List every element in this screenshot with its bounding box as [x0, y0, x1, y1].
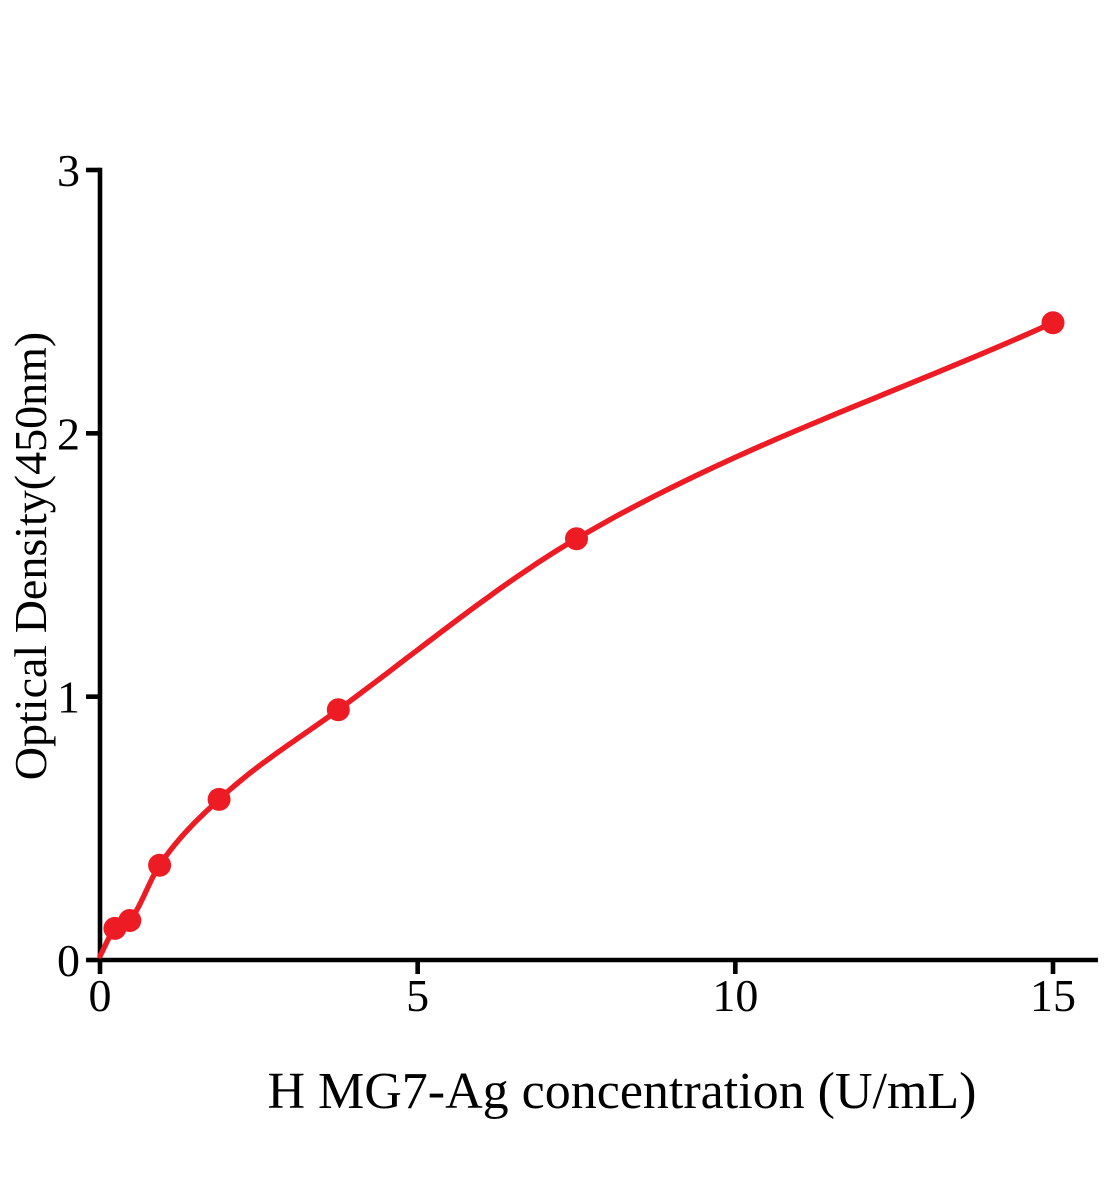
axes [97, 167, 1098, 963]
y-tick-label: 0 [57, 935, 80, 986]
data-point [207, 787, 231, 811]
x-tick-label: 5 [406, 970, 429, 1021]
y-tick-label: 2 [57, 408, 80, 459]
axis-tick-labels: 0 1 2 3 0 5 10 15 [57, 145, 1076, 1021]
y-tick-label: 1 [57, 672, 80, 723]
fit-curve [97, 320, 1056, 959]
x-tick-label: 15 [1030, 970, 1076, 1021]
data-point [565, 527, 588, 551]
y-tick-label: 3 [57, 145, 80, 196]
data-point [326, 698, 350, 722]
data-point [148, 853, 172, 877]
data-point [1041, 311, 1065, 335]
data-points [103, 311, 1065, 940]
x-tick-label: 0 [89, 970, 112, 1021]
y-axis-title: Optical Density(450nm) [5, 332, 56, 780]
axis-ticks [86, 167, 1056, 974]
data-point [118, 909, 142, 932]
x-axis-title: H MG7-Ag concentration (U/mL) [267, 1063, 976, 1120]
x-tick-label: 10 [712, 970, 758, 1021]
